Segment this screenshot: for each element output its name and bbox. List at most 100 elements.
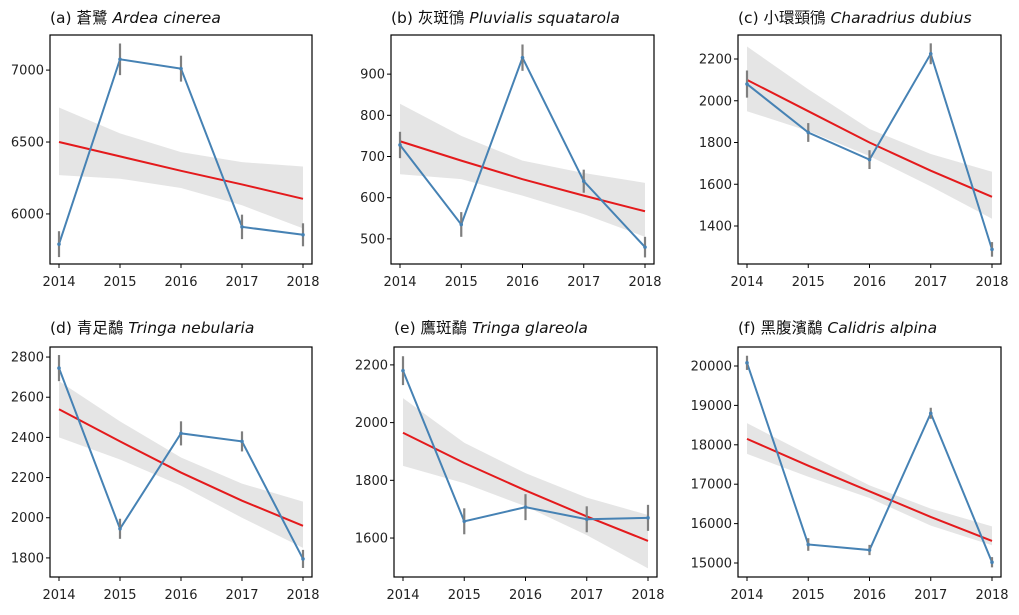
data-point [179,431,183,436]
data-point [806,542,811,547]
data-point [179,66,183,71]
y-tick-label: 6000 [11,207,44,222]
x-tick-label: 2014 [42,275,75,290]
x-tick-label: 2018 [631,588,664,603]
data-point [806,130,811,135]
data-point [523,505,528,509]
x-tick-label: 2014 [42,588,75,603]
data-point [240,439,244,444]
y-tick-label: 17000 [691,478,732,493]
y-tick-label: 2600 [11,391,44,406]
panel-title: (e) 鷹斑鷸 Tringa glareola [394,318,588,337]
data-point [520,55,525,60]
trend-line [58,141,304,200]
title-common-name: (d) 青足鷸 [50,319,128,337]
x-tick-label: 2017 [225,588,258,603]
x-tick-label: 2018 [286,588,319,603]
x-tick-label: 2014 [386,588,419,603]
data-point [240,225,244,229]
data-point [584,517,589,522]
x-tick-label: 2017 [914,588,947,603]
title-scientific-name: Charadrius dubius [830,9,971,27]
confidence-band [59,107,303,229]
data-point [581,179,586,184]
confidence-band [400,103,645,237]
data-point [928,411,933,416]
title-common-name: (a) 蒼鷺 [50,9,112,27]
confidence-band [59,381,303,548]
confidence-band [747,423,992,546]
data-point [928,51,933,56]
title-common-name: (e) 鷹斑鷸 [394,318,472,337]
panel-f: (f) 黑腹濱鷸 Calidris alpina 15000 16000 17000 1… [691,319,1009,603]
y-tick-label: 700 [360,150,385,165]
title-scientific-name: Ardea cinerea [111,9,220,27]
y-tick-label: 2200 [355,358,388,373]
panel-b: (b) 灰斑鴴 Pluvialis squatarola 500 600 700 800… [360,9,661,290]
data-point [745,82,749,86]
y-tick-label: 800 [360,109,385,124]
data-point [398,143,402,147]
data-point [118,526,122,531]
y-tick-label: 6500 [11,136,44,151]
panel-e: (e) 鷹斑鷸 Tringa glareola 1600 1800 2000 2200 2… [355,318,665,603]
x-tick-label: 2016 [506,275,539,290]
data-point [867,548,872,552]
data-point [867,157,872,162]
data-point [646,516,650,520]
x-tick-label: 2017 [570,588,603,603]
y-tick-label: 15000 [691,557,732,572]
data-point [990,247,994,252]
data-point [401,368,405,373]
data-point [301,232,305,237]
y-tick-label: 7000 [11,64,44,79]
x-tick-label: 2014 [383,275,416,290]
x-tick-label: 2015 [103,275,136,290]
y-tick-label: 2000 [699,94,732,109]
y-tick-label: 1800 [699,136,732,151]
title-common-name: (c) 小環頸鴴 [738,9,830,27]
x-tick-label: 2015 [445,275,478,290]
data-point [57,366,61,370]
trend-line [402,431,649,542]
x-tick-label: 2016 [164,275,197,290]
x-tick-label: 2015 [792,588,825,603]
x-tick-label: 2017 [567,275,600,290]
confidence-band [747,46,992,219]
y-tick-label: 600 [360,191,385,206]
y-tick-label: 2400 [11,431,44,446]
data-point [118,57,122,62]
x-tick-label: 2014 [730,588,763,603]
trend-line [746,437,993,542]
title-scientific-name: Calidris alpina [827,319,937,337]
y-tick-label: 1600 [355,532,388,547]
panel-title: (d) 青足鷸 Tringa nebularia [50,319,254,337]
panel-c: (c) 小環頸鴴 Charadrius dubius 1400 1600 1800 20… [699,9,1009,290]
data-point [57,242,61,246]
x-tick-label: 2017 [914,275,947,290]
panel-a: (a) 蒼鷺 Ardea cinerea 6000 6500 7000 2014 2015… [11,9,320,290]
title-scientific-name: Pluvialis squatarola [469,9,620,27]
trend-line [58,408,304,527]
x-tick-label: 2017 [225,275,258,290]
y-tick-label: 1800 [355,474,388,489]
data-point [643,245,647,249]
data-point [459,222,464,227]
x-tick-label: 2016 [164,588,197,603]
y-tick-label: 18000 [691,438,732,453]
panel-title: (b) 灰斑鴴 Pluvialis squatarola [391,9,620,27]
y-tick-label: 2000 [11,511,44,526]
y-tick-label: 16000 [691,517,732,532]
data-point [990,560,994,565]
y-tick-label: 2000 [355,416,388,431]
x-tick-label: 2018 [628,275,661,290]
data-point [745,361,749,365]
x-tick-label: 2016 [509,588,542,603]
y-tick-label: 500 [360,232,385,247]
y-tick-label: 2200 [699,53,732,68]
y-tick-label: 2200 [11,471,44,486]
y-tick-label: 1800 [11,551,44,566]
panel-title: (c) 小環頸鴴 Charadrius dubius [738,9,972,27]
x-tick-label: 2015 [448,588,481,603]
